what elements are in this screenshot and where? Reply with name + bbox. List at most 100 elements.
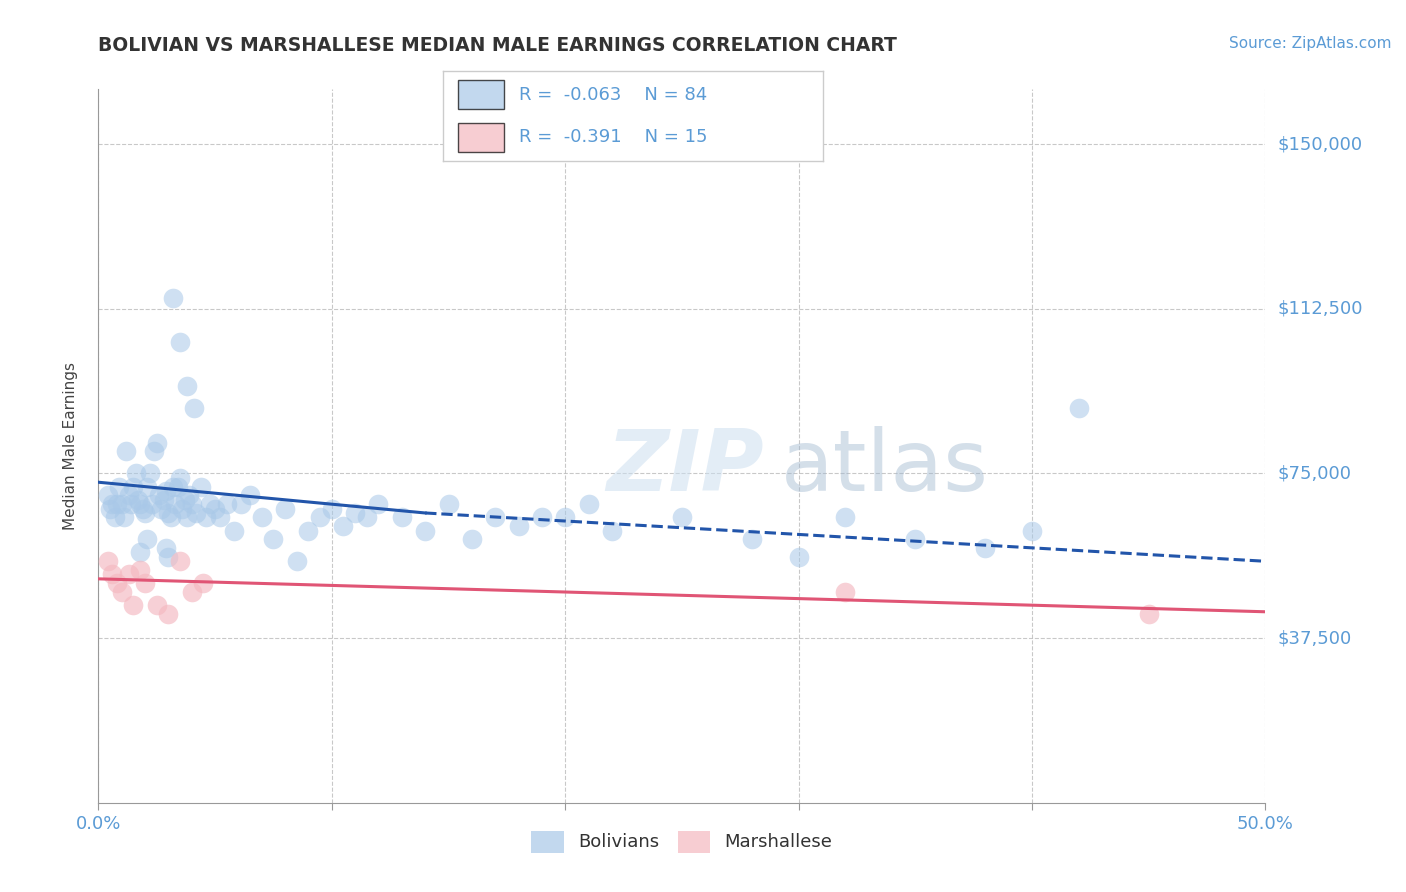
Point bbox=[274, 501, 297, 516]
Point bbox=[229, 497, 252, 511]
Point bbox=[162, 480, 184, 494]
Point bbox=[157, 506, 180, 520]
Y-axis label: Median Male Earnings: Median Male Earnings bbox=[63, 362, 77, 530]
Point bbox=[787, 549, 810, 564]
Point bbox=[111, 585, 134, 599]
Point bbox=[143, 444, 166, 458]
Point bbox=[204, 501, 226, 516]
Point bbox=[413, 524, 436, 538]
Point bbox=[461, 533, 484, 547]
Point bbox=[484, 510, 506, 524]
Point bbox=[190, 480, 212, 494]
Point bbox=[101, 497, 124, 511]
Point bbox=[530, 510, 553, 524]
Point bbox=[169, 554, 191, 568]
Text: R =  -0.063    N = 84: R = -0.063 N = 84 bbox=[519, 86, 707, 103]
Text: $75,000: $75,000 bbox=[1277, 465, 1351, 483]
Point bbox=[186, 506, 208, 520]
Point bbox=[321, 501, 343, 516]
Point bbox=[239, 488, 262, 502]
Point bbox=[148, 488, 170, 502]
Point bbox=[1067, 401, 1090, 415]
Text: $112,500: $112,500 bbox=[1277, 300, 1362, 318]
FancyBboxPatch shape bbox=[458, 80, 503, 109]
Point bbox=[169, 471, 191, 485]
Point bbox=[112, 510, 135, 524]
Point bbox=[222, 524, 245, 538]
Point bbox=[173, 492, 195, 507]
Point bbox=[105, 576, 128, 591]
Point bbox=[146, 435, 169, 450]
Point bbox=[437, 497, 460, 511]
Point bbox=[834, 585, 856, 599]
Point bbox=[554, 510, 576, 524]
Point bbox=[136, 480, 159, 494]
Point bbox=[101, 567, 124, 582]
Point bbox=[215, 497, 238, 511]
Point bbox=[165, 497, 187, 511]
Point bbox=[129, 545, 152, 559]
Text: Source: ZipAtlas.com: Source: ZipAtlas.com bbox=[1229, 36, 1392, 51]
Text: ZIP: ZIP bbox=[606, 425, 763, 509]
Point bbox=[97, 554, 120, 568]
Point bbox=[208, 510, 231, 524]
Point bbox=[194, 510, 217, 524]
Point bbox=[125, 467, 148, 481]
Point bbox=[391, 510, 413, 524]
Point bbox=[132, 501, 155, 516]
Point bbox=[108, 480, 131, 494]
Point bbox=[176, 510, 198, 524]
Text: $37,500: $37,500 bbox=[1277, 629, 1351, 647]
Point bbox=[309, 510, 332, 524]
Point bbox=[367, 497, 389, 511]
Point bbox=[157, 607, 180, 621]
Point bbox=[157, 549, 180, 564]
Point bbox=[200, 497, 222, 511]
Point bbox=[155, 483, 177, 498]
Point bbox=[120, 497, 142, 511]
Text: $150,000: $150,000 bbox=[1277, 135, 1362, 153]
Point bbox=[127, 492, 149, 507]
Point bbox=[146, 598, 169, 612]
Point bbox=[150, 501, 173, 516]
Text: atlas: atlas bbox=[782, 425, 988, 509]
Point bbox=[904, 533, 927, 547]
Text: BOLIVIAN VS MARSHALLESE MEDIAN MALE EARNINGS CORRELATION CHART: BOLIVIAN VS MARSHALLESE MEDIAN MALE EARN… bbox=[98, 36, 897, 54]
Point bbox=[180, 585, 202, 599]
Point bbox=[166, 480, 188, 494]
Point bbox=[600, 524, 623, 538]
Point bbox=[159, 510, 181, 524]
Point bbox=[98, 501, 121, 516]
Legend: Bolivians, Marshallese: Bolivians, Marshallese bbox=[523, 822, 841, 862]
Point bbox=[250, 510, 273, 524]
Point bbox=[129, 563, 152, 577]
Point bbox=[155, 541, 177, 555]
Point bbox=[183, 401, 205, 415]
FancyBboxPatch shape bbox=[458, 123, 503, 152]
Point bbox=[1021, 524, 1043, 538]
Point bbox=[97, 488, 120, 502]
Point bbox=[152, 492, 174, 507]
Point bbox=[578, 497, 600, 511]
Point bbox=[172, 501, 194, 516]
Point bbox=[356, 510, 378, 524]
Point bbox=[162, 291, 184, 305]
Point bbox=[176, 378, 198, 392]
Point bbox=[104, 510, 127, 524]
Point bbox=[129, 497, 152, 511]
Point bbox=[974, 541, 997, 555]
Point bbox=[344, 506, 367, 520]
Point bbox=[834, 510, 856, 524]
Point bbox=[118, 488, 141, 502]
Point bbox=[169, 334, 191, 349]
Point bbox=[115, 444, 138, 458]
Point bbox=[508, 519, 530, 533]
Point bbox=[193, 576, 215, 591]
Point bbox=[741, 533, 763, 547]
Point bbox=[1137, 607, 1160, 621]
Point bbox=[180, 497, 202, 511]
Point bbox=[262, 533, 284, 547]
Point bbox=[105, 497, 128, 511]
Point bbox=[122, 598, 145, 612]
Point bbox=[134, 576, 156, 591]
